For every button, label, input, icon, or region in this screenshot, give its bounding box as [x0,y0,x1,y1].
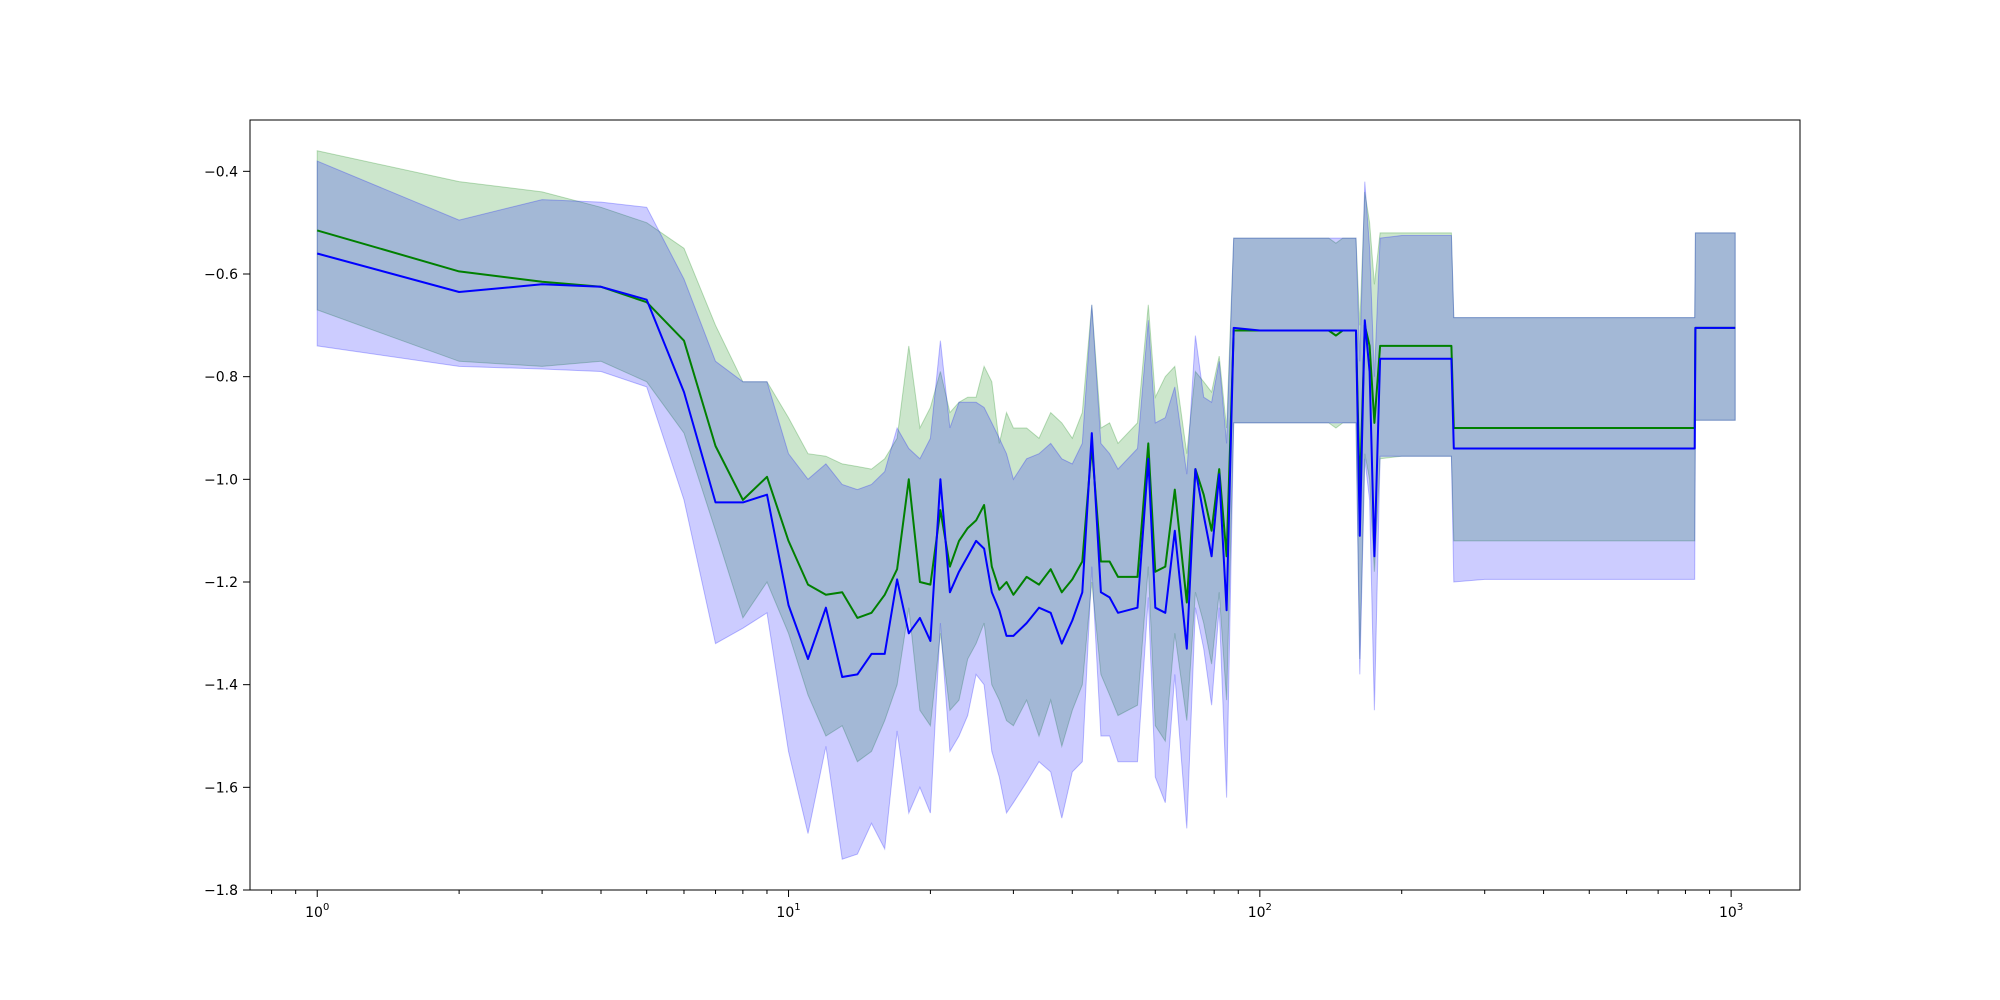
y-tick-label: −0.4 [204,164,238,180]
y-axis: −1.8 −1.6 −1.4 −1.2 −1.0 −0.8 −0.6 −0.4 [204,164,250,899]
series-2-line [316,252,1736,678]
y-tick-label: −0.8 [204,370,238,386]
x-tick-label: 101 [776,902,800,921]
plot-frame [249,119,1801,891]
x-tick-label: 100 [305,902,329,921]
y-tick-label: −1.4 [204,678,238,694]
y-tick-label: −1.2 [204,575,238,591]
confidence-bands [316,150,1736,860]
series-2-band [316,160,1736,860]
y-tick-label: −1.0 [204,472,238,488]
series-1-band [316,150,1736,763]
x-axis: 100 101 102 103 [271,890,1743,921]
y-tick-label: −0.6 [204,267,238,283]
x-tick-label: 102 [1248,902,1272,921]
y-tick-label: −1.6 [204,780,238,796]
y-tick-label: −1.8 [204,883,238,899]
series-lines [316,229,1736,678]
x-tick-label: 103 [1719,902,1743,921]
